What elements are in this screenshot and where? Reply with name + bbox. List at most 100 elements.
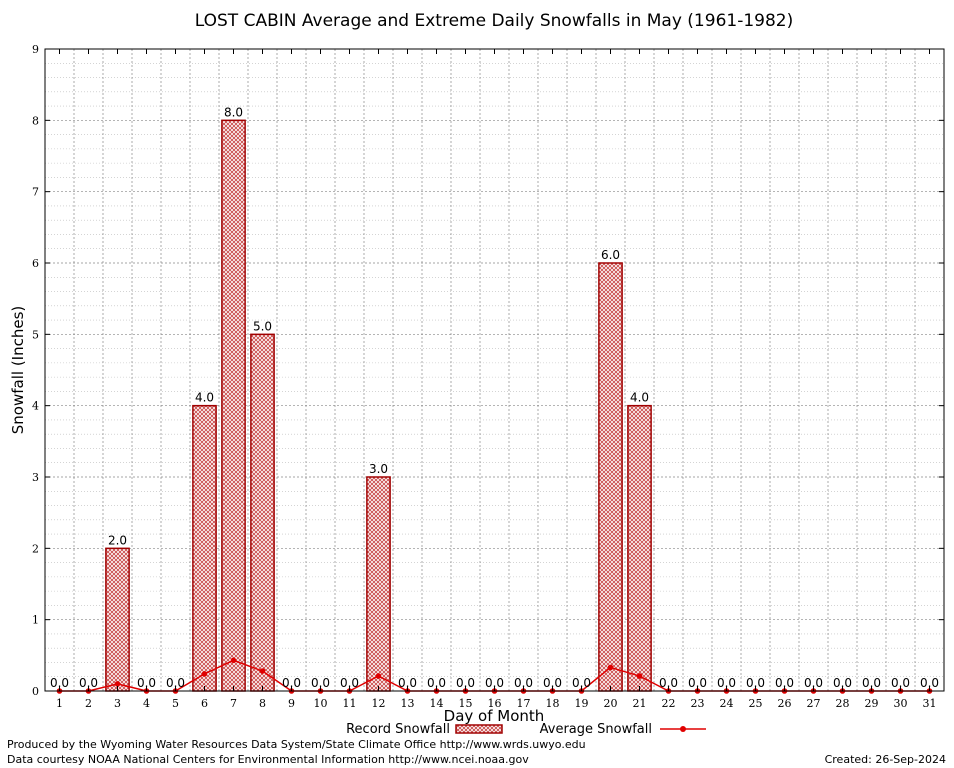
average-point <box>114 681 121 687</box>
chart-title: LOST CABIN Average and Extreme Daily Sno… <box>195 11 793 31</box>
y-tick-label: 8 <box>32 114 39 127</box>
y-tick-label: 1 <box>32 614 39 627</box>
record-value-label: 0.0 <box>282 676 301 690</box>
record-value-label: 2.0 <box>108 533 127 547</box>
record-bar <box>105 547 130 692</box>
x-tick-label: 29 <box>865 697 879 710</box>
x-tick-label: 4 <box>143 697 150 710</box>
x-tick-label: 20 <box>604 697 618 710</box>
x-tick-label: 26 <box>778 697 792 710</box>
record-value-label: 0.0 <box>485 676 504 690</box>
record-value-label: 0.0 <box>543 676 562 690</box>
x-tick-label: 27 <box>807 697 821 710</box>
record-value-label: 0.0 <box>514 676 533 690</box>
record-value-label: 5.0 <box>253 319 272 333</box>
x-tick-label: 1 <box>56 697 63 710</box>
record-value-label: 0.0 <box>50 676 69 690</box>
record-value-label: 0.0 <box>572 676 591 690</box>
average-point <box>259 668 266 674</box>
average-point <box>201 671 208 677</box>
record-value-label: 0.0 <box>717 676 736 690</box>
y-tick-label: 5 <box>32 328 39 341</box>
record-value-label: 3.0 <box>369 462 388 476</box>
record-value-label: 0.0 <box>804 676 823 690</box>
y-tick-label: 7 <box>32 186 39 199</box>
x-tick-label: 11 <box>343 697 357 710</box>
average-point <box>375 673 382 679</box>
x-tick-label: 8 <box>259 697 266 710</box>
x-tick-label: 22 <box>662 697 676 710</box>
average-point <box>636 673 643 679</box>
y-tick-label: 2 <box>32 542 39 555</box>
record-value-label: 0.0 <box>659 676 678 690</box>
legend-average-label: Average Snowfall <box>540 722 652 737</box>
record-value-label: 0.0 <box>456 676 475 690</box>
x-tick-label: 19 <box>575 697 589 710</box>
legend-record-label: Record Snowfall <box>346 722 450 737</box>
x-tick-label: 2 <box>85 697 92 710</box>
record-value-label: 4.0 <box>630 391 649 405</box>
x-tick-label: 3 <box>114 697 121 710</box>
x-tick-label: 24 <box>720 697 734 710</box>
record-value-label: 0.0 <box>746 676 765 690</box>
record-value-label: 0.0 <box>688 676 707 690</box>
x-axis-label: Day of Month <box>444 707 545 725</box>
data-labels: 0.0 0.0 2.0 0.0 0.0 4.0 8.0 5.0 0.0 0.0 0.0 3.0 0.0 0… <box>50 105 939 690</box>
record-bar <box>627 404 652 692</box>
legend-record-swatch <box>455 724 503 734</box>
x-tick-label: 7 <box>230 697 237 710</box>
x-tick-label: 31 <box>923 697 937 710</box>
x-tick-label: 12 <box>372 697 386 710</box>
record-bar <box>192 404 217 692</box>
record-value-label: 6.0 <box>601 248 620 262</box>
y-tick-label: 6 <box>32 257 39 270</box>
x-tick-label: 16 <box>488 697 502 710</box>
record-value-label: 8.0 <box>224 105 243 119</box>
y-tick-label: 3 <box>32 471 39 484</box>
legend: Record Snowfall Average Snowfall <box>346 722 706 737</box>
record-value-label: 0.0 <box>891 676 910 690</box>
x-tick-label: 28 <box>836 697 850 710</box>
record-bar <box>250 333 275 692</box>
x-tick-label: 9 <box>288 697 295 710</box>
record-value-label: 0.0 <box>775 676 794 690</box>
legend-average-marker <box>680 726 686 732</box>
average-point <box>230 657 237 664</box>
record-value-label: 0.0 <box>79 676 98 690</box>
x-tick-label: 14 <box>430 697 444 710</box>
record-bar <box>366 476 391 692</box>
grid <box>45 49 944 691</box>
record-bar <box>598 262 623 692</box>
record-value-label: 0.0 <box>398 676 417 690</box>
x-tick-label: 23 <box>691 697 705 710</box>
record-value-label: 0.0 <box>920 676 939 690</box>
x-tick-label: 21 <box>633 697 647 710</box>
x-tick-label: 5 <box>172 697 179 710</box>
record-value-label: 0.0 <box>862 676 881 690</box>
y-tick-label: 9 <box>32 43 39 56</box>
x-tick-label: 10 <box>314 697 328 710</box>
record-bar <box>221 119 246 692</box>
record-value-label: 0.0 <box>166 676 185 690</box>
footer-data-courtesy: Data courtesy NOAA National Centers for … <box>7 753 529 766</box>
record-value-label: 0.0 <box>137 676 156 690</box>
footer-created: Created: 26-Sep-2024 <box>825 753 946 766</box>
x-tick-label: 18 <box>546 697 560 710</box>
record-value-label: 0.0 <box>340 676 359 690</box>
footer-produced-by: Produced by the Wyoming Water Resources … <box>7 738 586 751</box>
x-tick-label: 25 <box>749 697 763 710</box>
x-tick-label: 6 <box>201 697 208 710</box>
record-value-label: 0.0 <box>427 676 446 690</box>
plot-frame <box>44 48 945 692</box>
record-value-label: 0.0 <box>833 676 852 690</box>
x-tick-label: 13 <box>401 697 415 710</box>
x-tick-label: 17 <box>517 697 531 710</box>
y-tick-label: 4 <box>32 400 39 413</box>
x-tick-label: 30 <box>894 697 908 710</box>
record-value-label: 4.0 <box>195 391 214 405</box>
x-tick-label: 15 <box>459 697 473 710</box>
average-point <box>607 664 614 671</box>
y-tick-label: 0 <box>32 685 39 698</box>
record-value-label: 0.0 <box>311 676 330 690</box>
